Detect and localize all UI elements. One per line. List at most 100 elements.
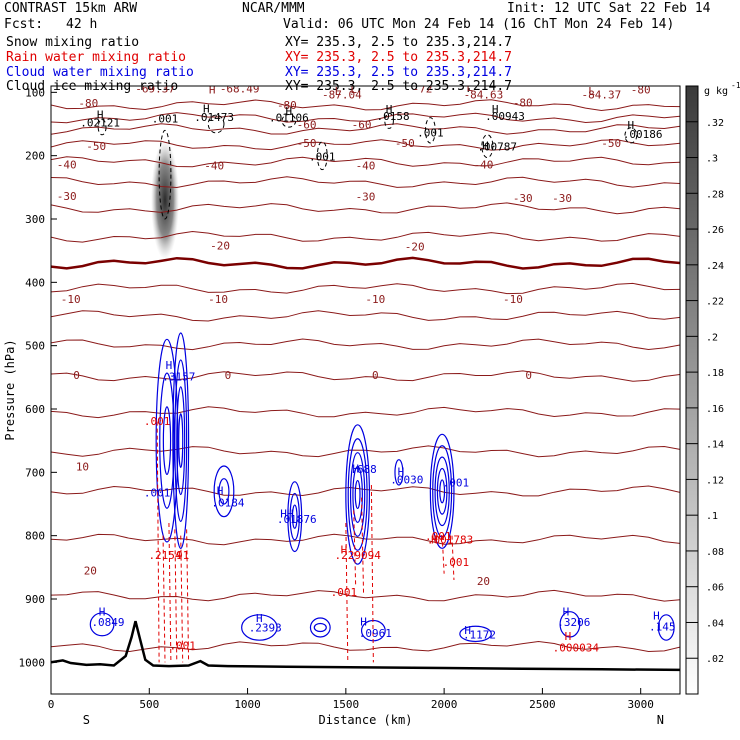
cloud-water-contour (349, 452, 366, 537)
isotherm (51, 230, 680, 243)
isotherm-label: -60 (352, 118, 372, 131)
colorbar-tick-label: .16 (706, 404, 724, 415)
cloud-water-label: .0961 (359, 627, 392, 640)
x-tick-label: 1000 (234, 698, 261, 711)
isotherm-label: -40 (57, 158, 77, 171)
ice-contour (624, 127, 638, 144)
isotherm-label: 10 (76, 460, 89, 473)
cloud-water-label: H (563, 605, 570, 618)
cloud-water-label: H (352, 462, 359, 475)
ice-contour (281, 114, 297, 128)
ice-label: .02121 (80, 117, 120, 130)
isotherm-label: -80 (631, 84, 651, 97)
cloud-water-label: H (464, 624, 471, 637)
rain-contour (162, 535, 166, 663)
isotherm (51, 123, 680, 135)
cloud-water-contour (559, 611, 581, 638)
isotherm-label: 0 (372, 369, 379, 382)
rain-contour (345, 522, 349, 663)
y-tick-label: 100 (25, 86, 45, 99)
rain-water-label: .001 (425, 530, 452, 543)
cloud-water-contour (459, 625, 492, 643)
colorbar-tick-label: .08 (706, 547, 724, 558)
ice-label: H (203, 103, 210, 116)
y-tick-label: 600 (25, 403, 45, 416)
cloud-water-label: H (653, 609, 660, 622)
isotherm (51, 156, 680, 168)
isotherm-label: -10 (365, 293, 385, 306)
isotherm (51, 176, 680, 189)
colorbar-tick-label: .32 (706, 118, 724, 129)
rain-water-label: .001 (144, 415, 171, 428)
isotherm-label: -30 (552, 192, 572, 205)
cloud-water-label: H (256, 612, 263, 625)
ice-label: .001 (152, 113, 179, 126)
isotherm-label: 20 (477, 575, 490, 588)
isotherm-label: -50 (395, 137, 415, 150)
axes: 0 500 1000 1500 2000 2500 30001002003004005006… (3, 85, 681, 727)
extremum-label: L (350, 83, 357, 96)
rain-water-contours (156, 421, 455, 663)
cloud-water-contour (218, 478, 230, 505)
axis-end-label-s: S (83, 713, 90, 727)
x-tick-label: 500 (139, 698, 159, 711)
y-tick-label: 400 (25, 276, 45, 289)
cloud-water-label: .3157 (162, 371, 195, 384)
colorbar-unit-exponent: -1 (731, 81, 740, 90)
cloud-water-label: H (360, 616, 367, 629)
rain-contour (451, 535, 455, 581)
extremum-label: L (335, 85, 342, 98)
isotherm-label: -87.04 (322, 89, 362, 102)
isotherm-label: -68.49 (220, 82, 260, 95)
isotherm-label: -10 (61, 293, 81, 306)
colorbar-tick-label: .18 (706, 368, 724, 379)
cloud-water-label: HH (280, 507, 293, 520)
x-tick-label: 2500 (529, 698, 556, 711)
ice-label: .00943 (485, 110, 525, 123)
cloud-water-contour (352, 466, 363, 523)
colorbar-tick-label: .24 (706, 261, 724, 272)
rain-water-label: .229094 (334, 549, 381, 562)
cloud-water-label: .3206 (557, 616, 590, 629)
isotherm (51, 202, 680, 215)
cloud-water-contour (309, 617, 331, 638)
isotherm-label: -40 (204, 160, 224, 173)
y-tick-label: 700 (25, 466, 45, 479)
colorbar-tick-label: .26 (706, 225, 724, 236)
ice-label: .001 (309, 151, 336, 164)
cloud-water-contour (439, 479, 446, 504)
isotherm (51, 310, 680, 322)
cloud-ice-contours (97, 112, 638, 220)
colorbar-tick-label: .22 (706, 297, 724, 308)
rain-contour (168, 522, 172, 663)
cloud-water-label: H (99, 605, 106, 618)
colorbar-tick-label: .06 (706, 583, 724, 594)
y-tick-label: 200 (25, 150, 45, 163)
isotherm-label: 0 (73, 369, 80, 382)
colorbar-tick-label: .12 (706, 475, 724, 486)
isotherm-label: -84.63 (464, 89, 504, 102)
ice-contour (97, 119, 107, 136)
isotherm-label: -50 (86, 140, 106, 153)
cloud-water-contour (436, 467, 448, 515)
isotherm-label: 0 (225, 369, 232, 382)
rain-contour (174, 529, 178, 663)
isotherm (51, 406, 680, 419)
cloud-water-contour (291, 504, 298, 529)
cloud-water-contour (176, 386, 186, 496)
ice-label: H (286, 105, 293, 118)
isotherm-label: -80 (78, 97, 98, 110)
cloud-water-contour (429, 433, 455, 549)
cloud-water-label: .0184 (211, 497, 244, 510)
colorbar-unit: g kg (704, 86, 728, 97)
temperature-contours (51, 99, 680, 653)
cloud-water-label: .01876 (277, 513, 317, 526)
cloud-water-contour (347, 438, 368, 551)
isotherm (51, 589, 680, 602)
x-tick-label: 0 (48, 698, 55, 711)
isotherm-label: -72 (413, 82, 433, 95)
isotherm-label: -30 (513, 192, 533, 205)
colorbar-tick-label: .28 (706, 189, 724, 200)
rain-water-label: .001 (169, 640, 196, 653)
rain-water-label: .2154 (148, 549, 181, 562)
